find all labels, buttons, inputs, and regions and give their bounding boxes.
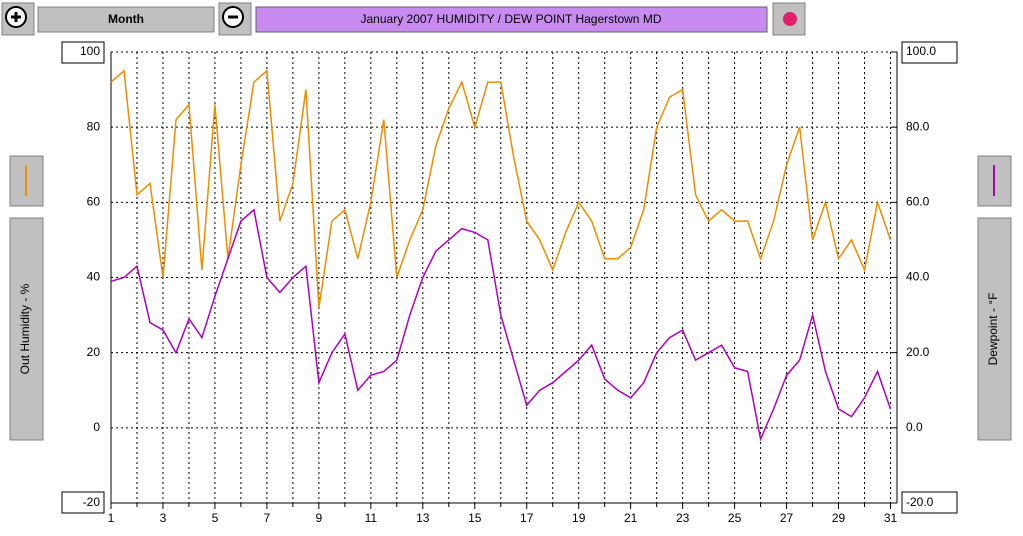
y-tick-label: 20	[87, 345, 101, 359]
x-tick-label: 3	[160, 511, 167, 525]
period-button[interactable]	[37, 6, 215, 33]
x-tick-label: 7	[264, 511, 271, 525]
x-tick-label: 27	[780, 511, 794, 525]
title-box	[255, 6, 768, 33]
x-tick-label: 17	[520, 511, 534, 525]
series-line	[110, 208, 892, 442]
tool-icon	[783, 12, 797, 26]
y2-tick-label: 80.0	[906, 119, 930, 133]
y-tick-label: 60	[87, 195, 101, 209]
x-tick-label: 11	[365, 511, 378, 525]
x-tick-label: 19	[572, 511, 586, 525]
x-tick-label: 29	[832, 511, 846, 525]
plus-sign	[11, 12, 21, 22]
right-axis-button[interactable]	[977, 217, 1012, 441]
y-tick-label: -20	[83, 495, 101, 509]
x-tick-label: 23	[676, 511, 690, 525]
tool-button[interactable]	[772, 2, 806, 36]
y2-tick-label: 40.0	[906, 270, 930, 284]
y2-tick-label: 100.0	[906, 44, 936, 58]
x-tick-label: 25	[728, 511, 742, 525]
x-tick-label: 1	[108, 511, 115, 525]
top-left-box	[61, 41, 105, 64]
chart-title: January 2007 HUMIDITY / DEW POINT Hagers…	[361, 12, 662, 26]
y2-axis-label: Dewpoint - °F	[986, 293, 1000, 366]
x-tick-label: 15	[468, 511, 482, 525]
x-tick-label: 5	[212, 511, 219, 525]
y-tick-label: 40	[87, 270, 101, 284]
y2-tick-label: 20.0	[906, 345, 930, 359]
y-tick-label: 100	[80, 44, 100, 58]
y2-tick-label: 60.0	[906, 195, 930, 209]
x-tick-label: 31	[884, 511, 898, 525]
bottom-right-box	[901, 491, 958, 514]
y2-tick-label: -20.0	[906, 495, 934, 509]
y-tick-label: 80	[87, 119, 101, 133]
series-line	[110, 69, 892, 308]
y-tick-label: 0	[93, 420, 100, 434]
x-tick-label: 21	[624, 511, 638, 525]
x-tick-label: 13	[416, 511, 430, 525]
y2-tick-label: 0.0	[906, 420, 923, 434]
top-right-box	[901, 41, 958, 64]
bottom-left-box	[61, 491, 105, 514]
x-tick-label: 9	[316, 511, 323, 525]
left-axis-button[interactable]	[9, 217, 44, 441]
y-axis-label: Out Humidity - %	[18, 283, 32, 374]
period-label: Month	[108, 12, 144, 26]
